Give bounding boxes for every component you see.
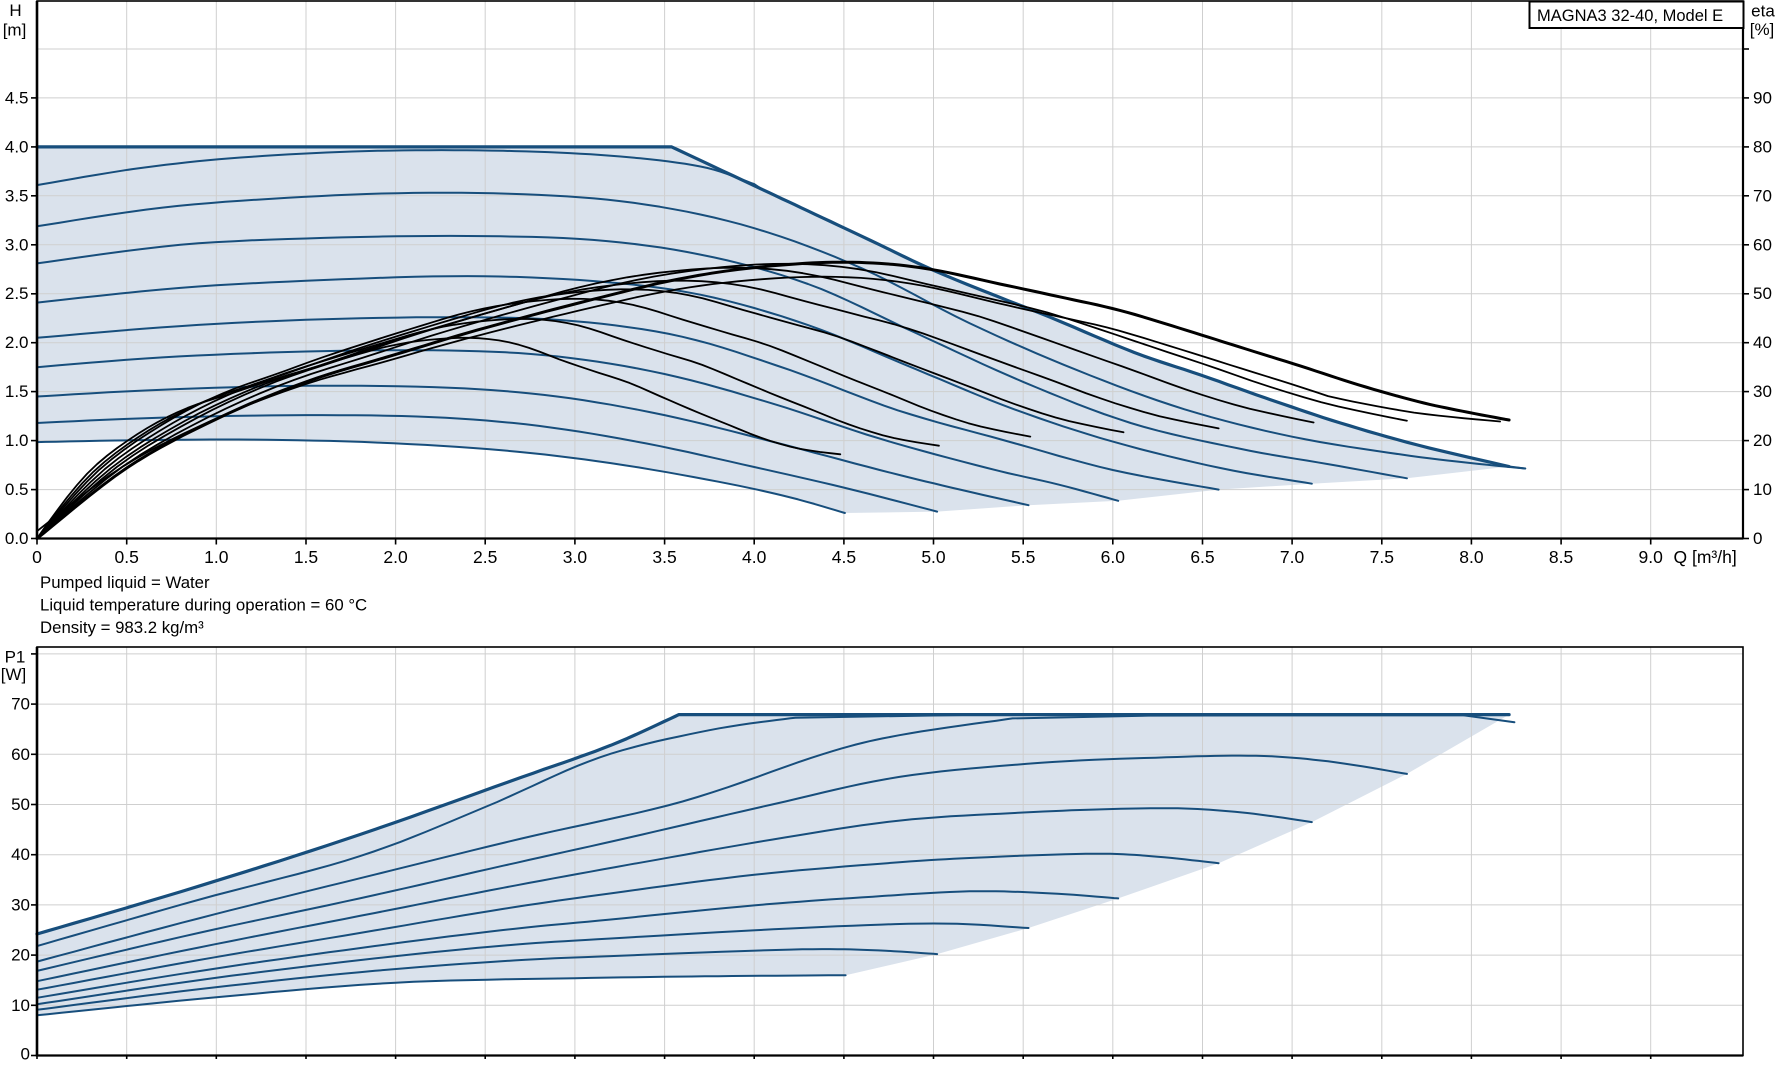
svg-text:MAGNA3 32-40, Model E: MAGNA3 32-40, Model E [1537, 7, 1723, 25]
svg-text:2.0: 2.0 [5, 333, 29, 352]
svg-text:6.0: 6.0 [1101, 547, 1126, 567]
svg-text:1.5: 1.5 [294, 547, 318, 567]
svg-text:50: 50 [1753, 284, 1772, 303]
svg-text:50: 50 [11, 795, 30, 814]
svg-text:2.5: 2.5 [473, 547, 497, 567]
svg-text:0: 0 [32, 547, 42, 567]
svg-text:40: 40 [1753, 333, 1772, 352]
svg-text:20: 20 [11, 946, 30, 965]
svg-text:80: 80 [1753, 137, 1772, 156]
svg-text:7.0: 7.0 [1280, 547, 1305, 567]
svg-text:3.0: 3.0 [563, 547, 588, 567]
svg-text:Liquid temperature during oper: Liquid temperature during operation = 60… [40, 596, 367, 615]
svg-text:4.5: 4.5 [5, 88, 29, 107]
svg-text:90: 90 [1753, 88, 1772, 107]
svg-text:7.5: 7.5 [1370, 547, 1394, 567]
svg-text:4.5: 4.5 [832, 547, 856, 567]
svg-text:3.5: 3.5 [652, 547, 676, 567]
svg-text:0.5: 0.5 [115, 547, 139, 567]
svg-text:1.0: 1.0 [204, 547, 229, 567]
svg-text:1.0: 1.0 [5, 431, 29, 450]
svg-text:70: 70 [1753, 186, 1772, 205]
svg-text:60: 60 [11, 745, 30, 764]
svg-text:Pumped liquid = Water: Pumped liquid = Water [40, 573, 210, 592]
svg-text:[m]: [m] [3, 21, 27, 40]
svg-text:[W]: [W] [1, 665, 27, 684]
svg-text:8.0: 8.0 [1459, 547, 1484, 567]
svg-text:0.5: 0.5 [5, 480, 29, 499]
svg-text:6.5: 6.5 [1190, 547, 1214, 567]
svg-text:[%]: [%] [1750, 20, 1775, 39]
svg-text:8.5: 8.5 [1549, 547, 1573, 567]
svg-text:2.5: 2.5 [5, 284, 29, 303]
svg-text:eta: eta [1751, 2, 1775, 21]
svg-text:0.0: 0.0 [5, 529, 29, 548]
svg-text:4.0: 4.0 [5, 137, 29, 156]
svg-text:20: 20 [1753, 431, 1772, 450]
svg-text:60: 60 [1753, 235, 1772, 254]
svg-text:Q [m³/h]: Q [m³/h] [1674, 547, 1737, 567]
svg-text:10: 10 [11, 996, 30, 1015]
svg-text:5.0: 5.0 [921, 547, 946, 567]
svg-text:5.5: 5.5 [1011, 547, 1035, 567]
svg-text:3.0: 3.0 [5, 235, 29, 254]
svg-text:0: 0 [21, 1045, 30, 1062]
svg-text:30: 30 [1753, 382, 1772, 401]
svg-text:Density = 983.2 kg/m³: Density = 983.2 kg/m³ [40, 618, 204, 637]
svg-text:2.0: 2.0 [383, 547, 408, 567]
svg-text:P1: P1 [5, 648, 26, 667]
svg-text:3.5: 3.5 [5, 186, 29, 205]
svg-text:1.5: 1.5 [5, 382, 29, 401]
svg-text:30: 30 [11, 895, 30, 914]
svg-text:4.0: 4.0 [742, 547, 767, 567]
svg-text:9.0: 9.0 [1639, 547, 1664, 567]
svg-text:0: 0 [1753, 529, 1762, 548]
svg-text:40: 40 [11, 845, 30, 864]
svg-text:70: 70 [11, 695, 30, 714]
svg-text:H: H [9, 1, 21, 20]
svg-text:10: 10 [1753, 480, 1772, 499]
